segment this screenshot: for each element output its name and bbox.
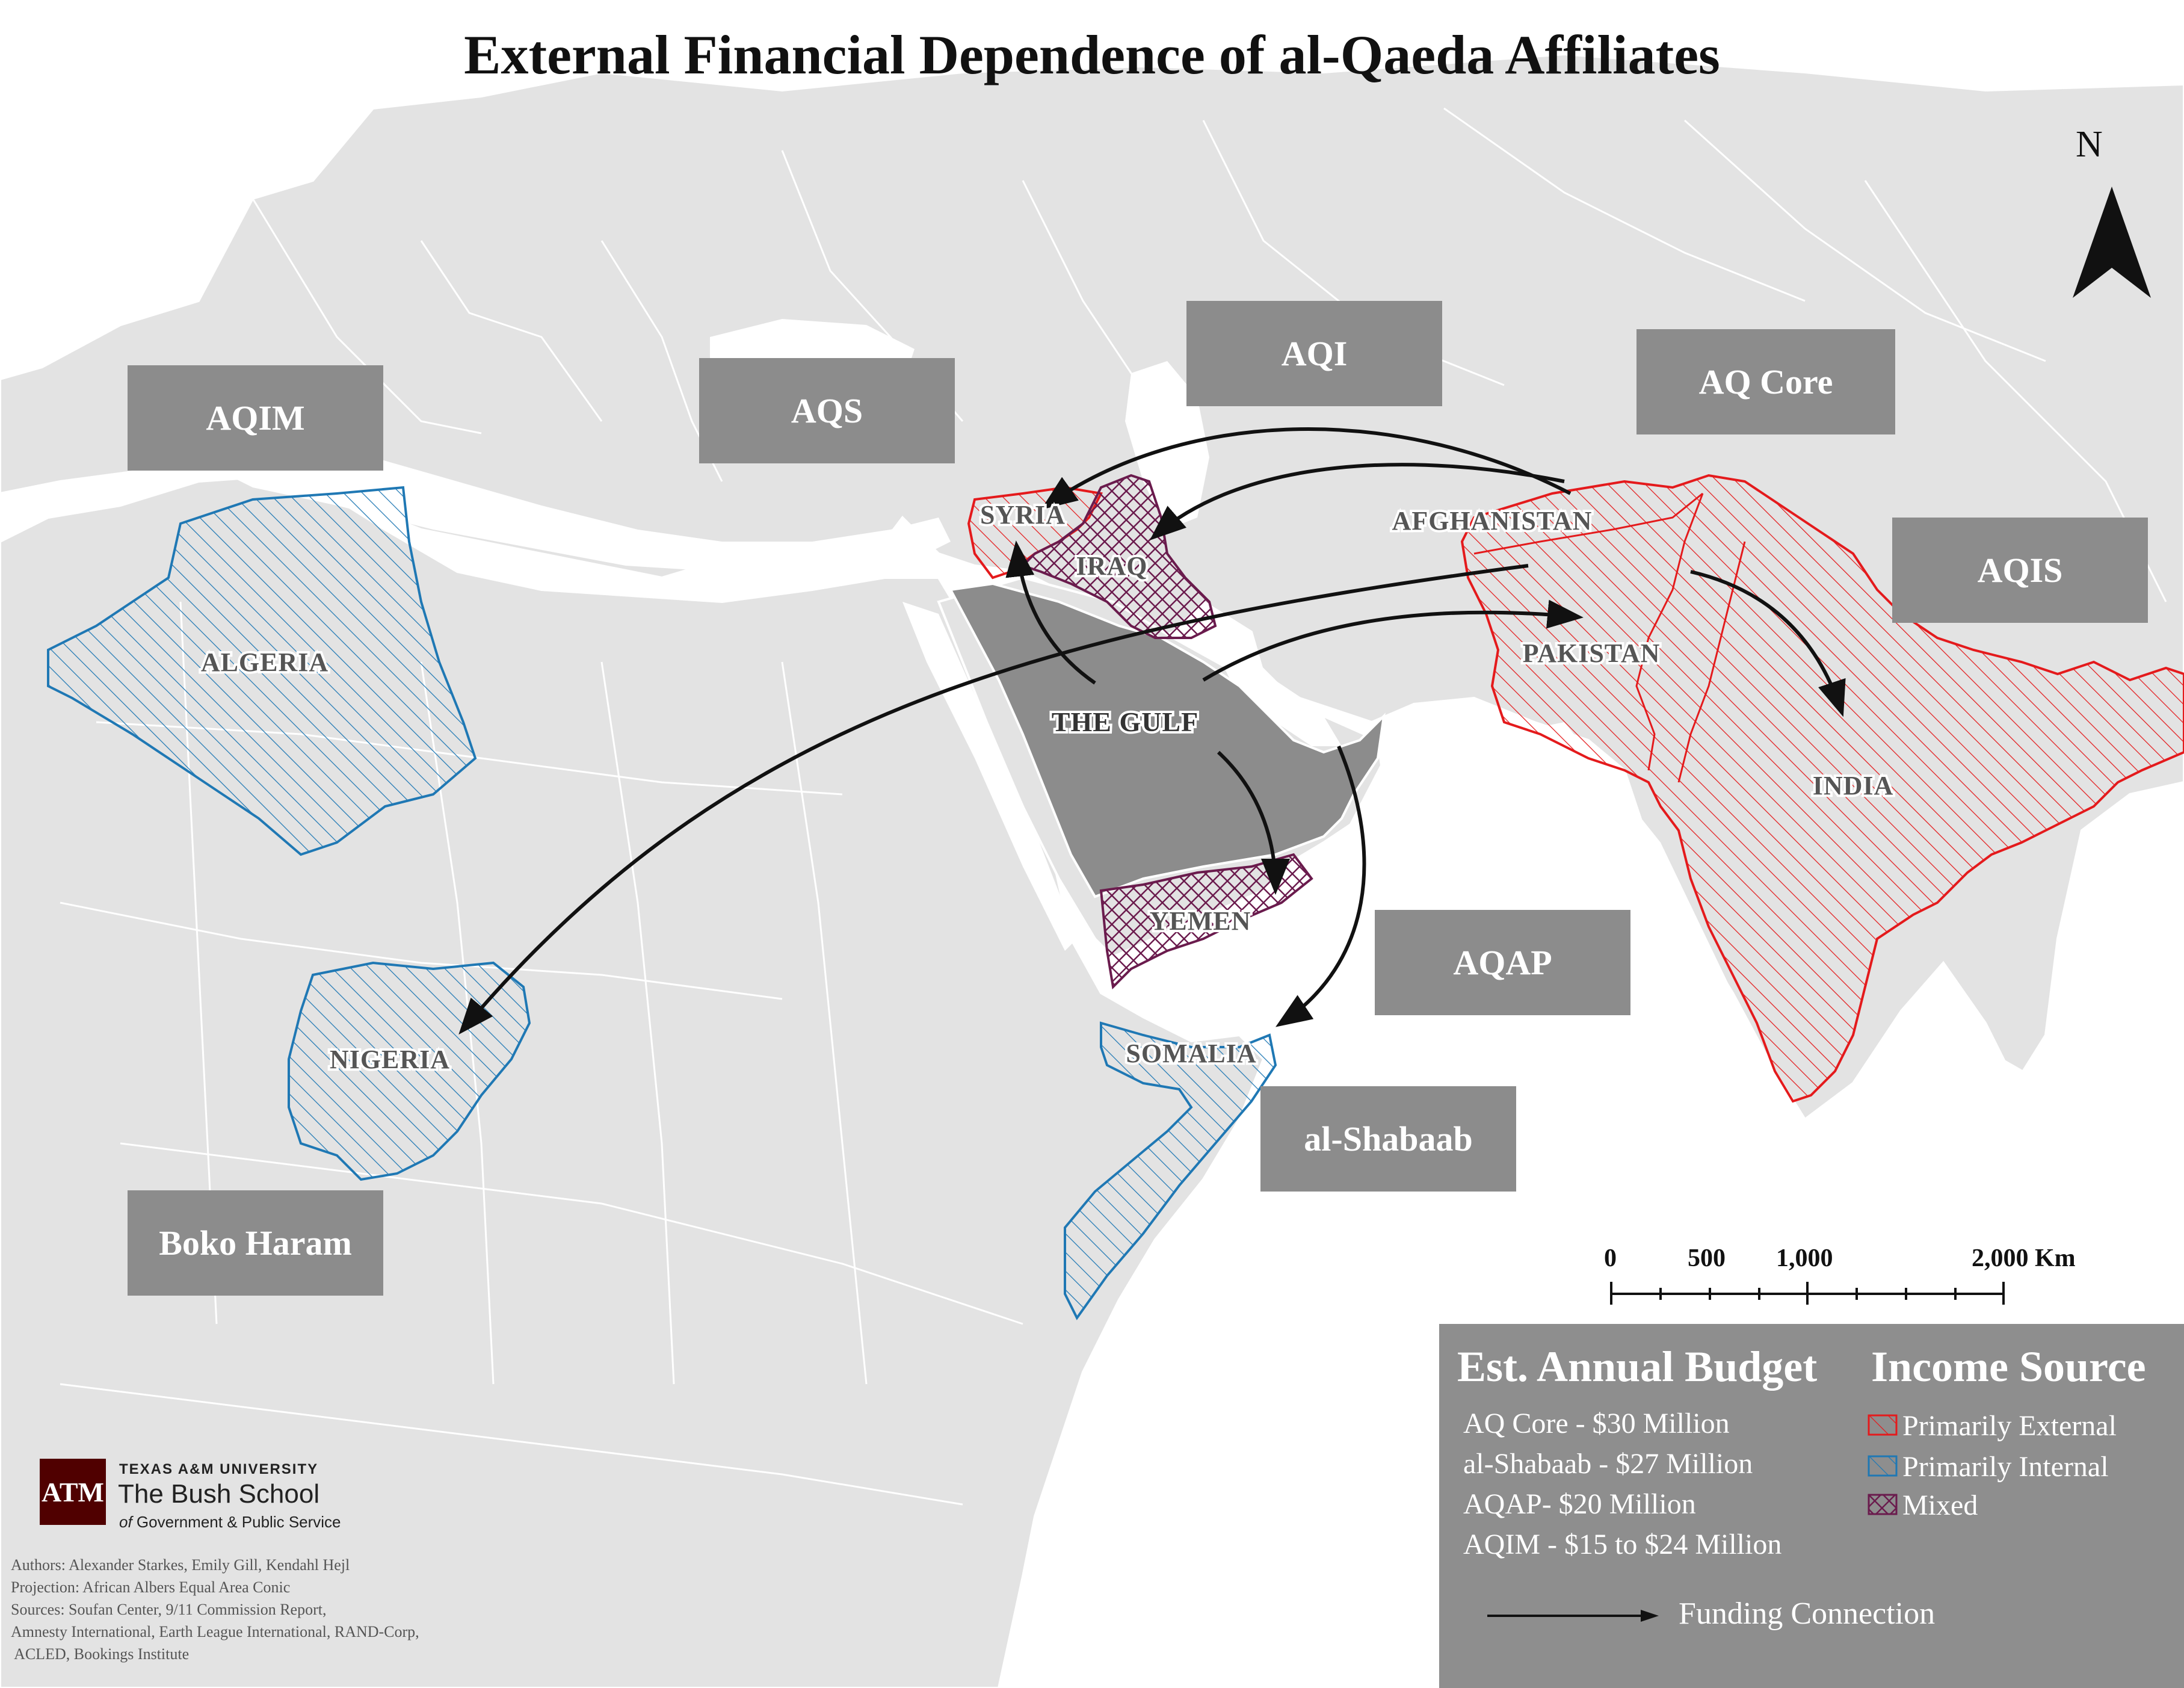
map-title: External Financial Dependence of al-Qaed… (464, 24, 1720, 85)
india-border (1677, 541, 1746, 783)
afghanistan-pakistan-india-region (1460, 474, 2184, 1103)
label-pakistan: PAKISTAN (1523, 638, 1661, 668)
mediterranean-sea (193, 445, 951, 578)
funding-arrow-gulf-syria (1005, 540, 1096, 685)
north-arrow (2073, 187, 2151, 298)
somalia-region (1064, 1021, 1277, 1320)
legend-label-internal: Primarily Internal (1902, 1451, 2109, 1483)
algeria-region (47, 486, 477, 856)
legend-budget-aqim: AQIM - $15 to $24 Million (1463, 1529, 1782, 1560)
afghanistan-border (1473, 492, 1703, 555)
funding-arrow-afghanistan-india (1690, 570, 1846, 717)
legend-panel: Est. Annual Budget Income Source AQ Core… (1439, 1324, 2184, 1688)
atm-logo-mark: ATM (40, 1459, 106, 1525)
scale-bar (1610, 1282, 2005, 1305)
north-label: N (2076, 124, 2103, 165)
label-india: INDIA (1813, 771, 1894, 800)
label-algeria: ALGERIA (201, 648, 329, 677)
country-labels: ALGERIA NIGERIA SOMALIA SYRIA IRAQ YEMEN… (199, 498, 1895, 1077)
legend-funding-arrow (1487, 1610, 1659, 1622)
funding-connections (458, 427, 1846, 1035)
credits: Authors: Alexander Starkes, Emily Gill, … (11, 1554, 419, 1665)
label-iraq: IRAQ (1076, 551, 1148, 581)
credits-line: ACLED, Bookings Institute (11, 1645, 190, 1663)
group-label-aqim: AQIM (128, 365, 383, 471)
scale-label-1000: 1,000 (1776, 1244, 1833, 1272)
bush-school-logo: ATM TEXAS A&M UNIVERSITY The Bush School… (40, 1459, 401, 1543)
label-somalia: SOMALIA (1126, 1039, 1256, 1068)
legend-swatch-mixed (1868, 1494, 1898, 1515)
label-yemen: YEMEN (1150, 906, 1251, 936)
group-label-aqi: AQI (1186, 301, 1442, 406)
label-syria: SYRIA (980, 500, 1066, 530)
group-label-aq-core: AQ Core (1636, 329, 1895, 434)
group-label-boko-haram: Boko Haram (128, 1190, 383, 1296)
group-label-aqis: AQIS (1892, 518, 2148, 623)
scale-label-0: 0 (1604, 1244, 1617, 1272)
funding-arrow-afghanistan-iraq (1149, 463, 1565, 540)
funding-arrow-gulf-yemen (1217, 750, 1290, 895)
funding-arrow-gulf-pakistan (1202, 599, 1584, 682)
logo-subtitle-of: of (119, 1513, 132, 1531)
group-label-al-shabaab: al-Shabaab (1260, 1086, 1516, 1192)
country-borders (60, 107, 2167, 1506)
yemen-region (1099, 853, 1313, 990)
funding-arrow-afghanistan-nigeria (458, 564, 1529, 1035)
scale-label-500: 500 (1688, 1244, 1726, 1272)
legend-label-external: Primarily External (1902, 1410, 2117, 1442)
logo-school: The Bush School (118, 1479, 320, 1509)
legend-swatch-internal (1868, 1455, 1898, 1477)
credits-line: Sources: Soufan Center, 9/11 Commission … (11, 1601, 327, 1618)
legend-swatch-external (1868, 1414, 1898, 1436)
funding-arrow-gulf-somalia (1276, 745, 1366, 1027)
legend-budget-heading: Est. Annual Budget (1457, 1343, 1818, 1391)
legend-income-heading: Income Source (1871, 1343, 2146, 1391)
legend-budget-al-shabaab: al-Shabaab - $27 Million (1463, 1448, 1753, 1480)
logo-subtitle: of Government & Public Service (119, 1513, 341, 1532)
legend-budget-aq-core: AQ Core - $30 Million (1463, 1408, 1730, 1439)
logo-university: TEXAS A&M UNIVERSITY (119, 1461, 319, 1477)
group-label-aqs: AQS (699, 358, 955, 463)
legend-funding-label: Funding Connection (1679, 1597, 1936, 1631)
label-the-gulf: THE GULF (1052, 706, 1198, 737)
credits-line: Projection: African Albers Equal Area Co… (11, 1578, 291, 1596)
funding-arrow-afghanistan-syria (1041, 427, 1572, 510)
credits-line: Authors: Alexander Starkes, Emily Gill, … (11, 1556, 350, 1574)
pakistan-border (1635, 493, 1704, 771)
legend-budget-aqap: AQAP- $20 Million (1463, 1488, 1696, 1520)
persian-gulf (1215, 650, 1342, 746)
credits-line: Amnesty International, Earth League Inte… (11, 1623, 419, 1640)
label-afghanistan: AFGHANISTAN (1392, 506, 1593, 536)
group-label-aqap: AQAP (1375, 910, 1630, 1015)
label-nigeria: NIGERIA (330, 1045, 450, 1074)
legend-label-mixed: Mixed (1902, 1489, 1978, 1521)
scale-label-2000: 2,000 Km (1972, 1244, 2076, 1272)
logo-subtitle-text: Government & Public Service (136, 1513, 341, 1531)
income-regions (47, 474, 2184, 1320)
